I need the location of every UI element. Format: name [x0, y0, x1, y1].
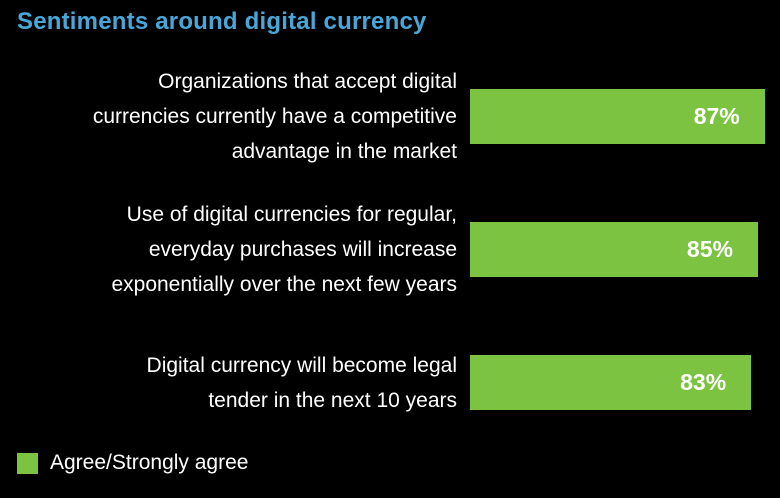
- bar-area: 87%: [470, 89, 780, 144]
- bar-value-label: 85%: [686, 236, 733, 262]
- bar: 85%: [470, 222, 758, 277]
- bar-area: 85%: [470, 222, 780, 277]
- bar-value-label: 83%: [680, 369, 727, 395]
- bar-category-label: Use of digital currencies for regular, e…: [111, 203, 457, 296]
- bar: 83%: [470, 355, 752, 410]
- bar-value-label: 87%: [693, 103, 740, 129]
- bar-row: Organizations that accept digital curren…: [0, 64, 780, 169]
- bar-row: Digital currency will become legal tende…: [0, 330, 780, 435]
- bar-category-label: Digital currency will become legal tende…: [146, 353, 457, 412]
- legend-label: Agree/Strongly agree: [50, 451, 249, 474]
- bar-category-label: Organizations that accept digital curren…: [92, 70, 457, 163]
- bar-rows: Organizations that accept digital curren…: [0, 64, 780, 435]
- bar-row: Use of digital currencies for regular, e…: [0, 197, 780, 302]
- bar: 87%: [470, 89, 765, 144]
- legend: Agree/Strongly agree: [17, 451, 248, 475]
- bar-area: 83%: [470, 355, 780, 410]
- chart-title: Sentiments around digital currency: [17, 8, 427, 35]
- legend-swatch: [17, 452, 38, 474]
